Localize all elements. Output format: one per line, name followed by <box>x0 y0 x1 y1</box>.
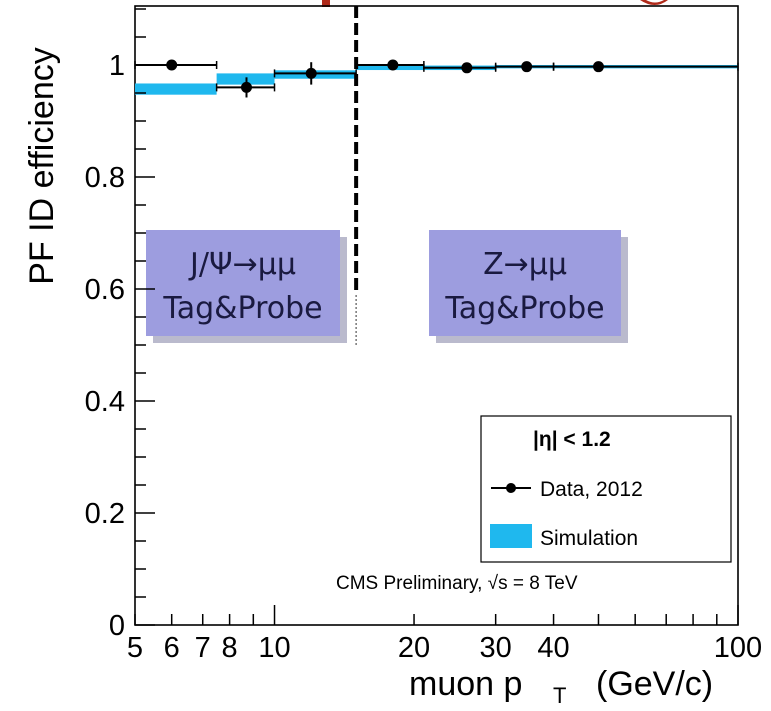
x-axis-title-main: muon p <box>409 665 522 703</box>
x-tick-label-40: 40 <box>537 632 569 664</box>
data-point-5 <box>494 61 555 73</box>
y-tick-label-0.6: 0.6 <box>85 274 125 306</box>
legend-entry-sim: Simulation <box>540 527 638 550</box>
x-axis-title: muon p T (GeV/c) <box>409 665 713 708</box>
sim-bin-0 <box>135 83 217 95</box>
x-axis-title-unit: (GeV/c) <box>596 665 713 703</box>
top-banner-fragment <box>322 0 668 7</box>
data-point-1 <box>215 77 276 98</box>
z-box-line2: Tag&Probe <box>444 291 604 326</box>
legend-sim-swatch <box>490 524 532 548</box>
z-box-line1: Z→μμ <box>483 247 567 282</box>
legend-header: |η| < 1.2 <box>533 428 611 451</box>
x-tick-label-7: 7 <box>195 632 211 664</box>
x-axis-ticks: 5 6 7 8 10 20 30 40 100 <box>127 605 762 664</box>
data-point-6 <box>552 61 739 73</box>
x-tick-label-100: 100 <box>714 632 762 664</box>
y-tick-label-0.8: 0.8 <box>85 162 125 194</box>
data-point-4 <box>423 62 497 74</box>
cms-preliminary-note: CMS Preliminary, √s = 8 TeV <box>336 573 578 594</box>
data-point-2 <box>273 62 357 85</box>
data-series <box>134 59 739 98</box>
y-tick-label-0: 0 <box>109 610 125 642</box>
legend-data-marker <box>491 483 531 493</box>
x-axis-title-sub: T <box>553 683 566 708</box>
x-tick-label-20: 20 <box>398 632 430 664</box>
x-tick-label-6: 6 <box>164 632 180 664</box>
legend-entry-data: Data, 2012 <box>540 478 643 501</box>
legend: |η| < 1.2 Data, 2012 Simulation <box>480 415 732 563</box>
x-tick-label-8: 8 <box>222 632 238 664</box>
z-tag-probe-box: Z→μμ Tag&Probe <box>429 230 628 343</box>
x-tick-label-10: 10 <box>258 632 290 664</box>
y-tick-label-0.4: 0.4 <box>85 386 125 418</box>
x-tick-label-30: 30 <box>480 632 512 664</box>
y-axis-ticks: 0 0.2 0.4 0.6 0.8 1 <box>85 8 155 642</box>
x-tick-label-5: 5 <box>127 632 143 664</box>
y-tick-label-1: 1 <box>109 50 125 82</box>
jpsi-tag-probe-box: J/Ψ→μμ Tag&Probe <box>146 230 347 343</box>
plot-frame <box>134 5 739 626</box>
y-tick-label-0.2: 0.2 <box>85 498 125 530</box>
jpsi-box-line1: J/Ψ→μμ <box>188 247 296 282</box>
data-point-3 <box>355 59 425 71</box>
y-axis-title: PF ID efficiency <box>23 47 61 284</box>
simulation-band <box>135 65 738 95</box>
jpsi-box-line2: Tag&Probe <box>162 291 322 326</box>
